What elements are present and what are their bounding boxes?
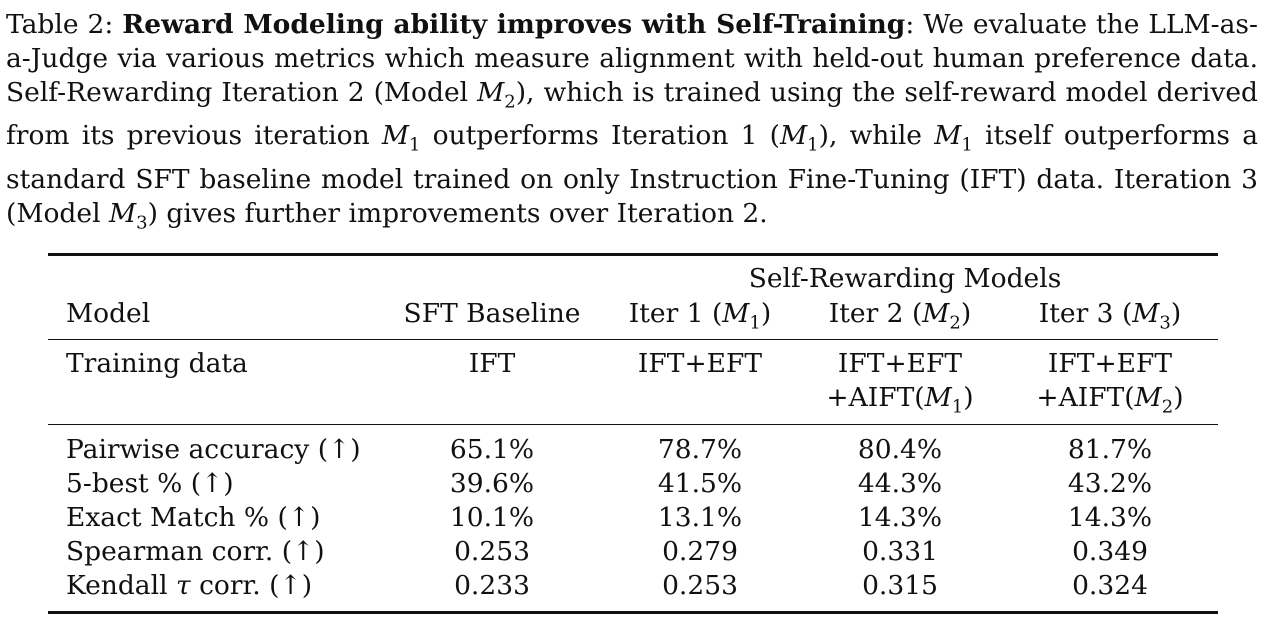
cell-iter1: 0.279	[662, 536, 738, 567]
cell-text: +AIFT(	[826, 382, 925, 413]
header-text: Iter 3 (	[1038, 298, 1133, 329]
math-symbol: M2	[477, 77, 516, 112]
caption-lead: Table 2:	[6, 9, 123, 40]
training-data-label: Training data	[66, 348, 248, 379]
table-caption: Table 2: Reward Modeling ability improve…	[6, 8, 1258, 240]
math-symbol: M1	[924, 382, 964, 417]
caption-text: : We evaluate the LLM-as-a-Judge via var…	[6, 9, 1258, 108]
cell-sft: 0.253	[454, 536, 530, 567]
cell-iter2: 14.3%	[857, 502, 943, 533]
cell-iter3: 0.324	[1072, 570, 1148, 601]
body-rule	[48, 424, 1218, 426]
cell-sft: 65.1%	[449, 434, 535, 465]
training-iter3-line2: +AIFT(M2)	[1016, 381, 1204, 424]
math-letter: M	[108, 197, 137, 229]
math-letter: M	[924, 382, 952, 413]
math-symbol: M1	[780, 120, 819, 155]
header-text: Iter 1 (	[628, 298, 723, 329]
training-iter2-line2: +AIFT(M1)	[806, 381, 994, 424]
training-iter1: IFT+EFT	[637, 348, 763, 379]
math-symbol: M3	[108, 197, 148, 233]
row-label: 5-best % (↑)	[66, 468, 234, 499]
math-letter: M	[477, 77, 505, 108]
cell-iter2: 80.4%	[857, 434, 943, 465]
math-subscript: 2	[1161, 396, 1174, 418]
bottom-rule	[48, 611, 1218, 614]
header-iter2: Iter 2 (M2)	[806, 297, 994, 340]
cell-iter3: 43.2%	[1067, 468, 1153, 499]
cell-sft: 0.233	[454, 570, 530, 601]
cell-sft: 39.6%	[449, 468, 535, 499]
cell-text: )	[1173, 382, 1184, 413]
math-symbol: M3	[1132, 298, 1171, 333]
math-letter: M	[381, 120, 410, 152]
training-sft: IFT	[468, 348, 516, 379]
math-symbol: M1	[381, 120, 421, 155]
math-subscript: 3	[1159, 312, 1171, 334]
cell-text: +AIFT(	[1036, 382, 1135, 413]
math-symbol: M2	[1134, 382, 1174, 417]
math-subscript: 1	[409, 134, 421, 156]
caption-text: outperforms Iteration 1 (	[420, 120, 781, 152]
cell-iter2: 0.331	[862, 536, 938, 567]
header-iter3: Iter 3 (M3)	[1016, 297, 1204, 340]
training-iter3-line1: IFT+EFT	[1047, 348, 1173, 379]
cell-iter3: 81.7%	[1067, 434, 1153, 465]
cell-iter1: 41.5%	[657, 468, 743, 499]
math-letter: M	[722, 298, 750, 329]
cell-text: Kendall	[66, 570, 176, 601]
row-label: Exact Match % (↑)	[66, 502, 321, 533]
math-subscript: 2	[949, 312, 961, 334]
header-text: Iter 2 (	[828, 298, 923, 329]
cell-iter2: 0.315	[862, 570, 938, 601]
caption-text: ), while	[818, 120, 935, 152]
row-label: Spearman corr. (↑)	[66, 536, 325, 567]
math-letter: M	[780, 120, 808, 152]
cell-iter1: 0.253	[662, 570, 738, 601]
math-subscript: 3	[136, 211, 148, 233]
header-iter1: Iter 1 (M1)	[606, 297, 794, 340]
caption-text: itself outperforms a standard SFT baseli…	[6, 120, 1259, 229]
caption-title: Reward Modeling ability improves with Se…	[122, 9, 906, 40]
row-label: Kendall τ corr. (↑)	[66, 569, 312, 603]
header-text: )	[1170, 298, 1182, 329]
cell-iter2: 44.3%	[857, 468, 943, 499]
math-subscript: 1	[961, 134, 973, 156]
math-subscript: 2	[504, 91, 516, 113]
training-iter2-line1: IFT+EFT	[837, 348, 963, 379]
cell-iter1: 13.1%	[657, 502, 743, 533]
cell-text: corr. (↑)	[190, 570, 313, 601]
math-symbol: M2	[922, 298, 961, 333]
caption-text: ), which is trained using the self-rewar…	[6, 77, 1258, 152]
math-symbol: M1	[934, 120, 973, 155]
math-letter: M	[1134, 382, 1162, 413]
cell-iter1: 78.7%	[657, 434, 743, 465]
math-symbol: M1	[722, 298, 761, 333]
tau-symbol: τ	[175, 570, 191, 601]
cell-iter3: 0.349	[1072, 536, 1148, 567]
group-header: Self-Rewarding Models	[748, 263, 1062, 294]
math-subscript: 1	[951, 396, 964, 418]
math-subscript: 1	[807, 134, 819, 156]
cell-sft: 10.1%	[449, 502, 535, 533]
header-model: Model	[66, 298, 151, 329]
top-rule	[48, 253, 1218, 256]
header-text: )	[960, 298, 972, 329]
header-text: )	[760, 298, 772, 329]
cell-iter3: 14.3%	[1067, 502, 1153, 533]
header-rule	[48, 339, 1218, 341]
math-letter: M	[1132, 298, 1160, 329]
math-letter: M	[934, 120, 962, 152]
caption-text: ) gives further improvements over Iterat…	[147, 197, 768, 229]
row-label: Pairwise accuracy (↑)	[66, 434, 361, 465]
header-sft-baseline: SFT Baseline	[403, 298, 581, 329]
math-subscript: 1	[749, 312, 761, 334]
math-letter: M	[922, 298, 950, 329]
cell-text: )	[963, 382, 974, 413]
